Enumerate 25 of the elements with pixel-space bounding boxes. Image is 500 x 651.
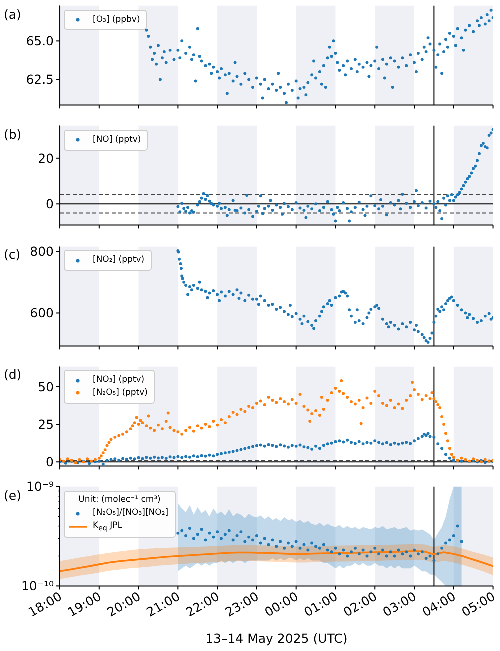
chart-title: (e) bbox=[4, 488, 22, 503]
chart-title: (c) bbox=[4, 247, 21, 262]
x-axis-title: 13–14 May 2025 (UTC) bbox=[204, 631, 349, 646]
y-tick-label: 600 bbox=[30, 305, 54, 320]
y-tick-label: 0 bbox=[46, 196, 54, 212]
legend-label: [NO₃] (pptv) bbox=[93, 375, 145, 386]
chart-title: (a) bbox=[4, 6, 22, 22]
legend-label: K$_{eq}$ JPL bbox=[93, 520, 123, 534]
y-tick-label: 25 bbox=[38, 416, 54, 432]
y-tick-label: 20 bbox=[38, 151, 54, 166]
y-tick-label: 10⁻¹⁰ bbox=[21, 578, 54, 594]
y-tick-label: 0 bbox=[46, 454, 54, 470]
legend-label: [N₂O₅]/[NO₃][NO₂] bbox=[93, 508, 169, 519]
legend-label: [NO] (pptv) bbox=[93, 134, 142, 146]
legend-label: [N₂O₅] (pptv) bbox=[93, 388, 148, 399]
legend-title: Unit: (molec⁻¹ cm³) bbox=[78, 494, 162, 506]
y-tick-label: 10⁻⁹ bbox=[26, 479, 54, 494]
y-tick-label: 65.0 bbox=[26, 34, 54, 49]
chart-title: (b) bbox=[4, 126, 22, 142]
legend-label: [O₃] (ppbv) bbox=[93, 14, 140, 26]
chart-title: (d) bbox=[4, 367, 22, 382]
legend-label: [NO₂] (pptv) bbox=[93, 255, 145, 266]
y-tick-label: 62.5 bbox=[26, 72, 54, 88]
y-tick-label: 50 bbox=[38, 379, 54, 394]
y-tick-label: 800 bbox=[30, 244, 54, 259]
